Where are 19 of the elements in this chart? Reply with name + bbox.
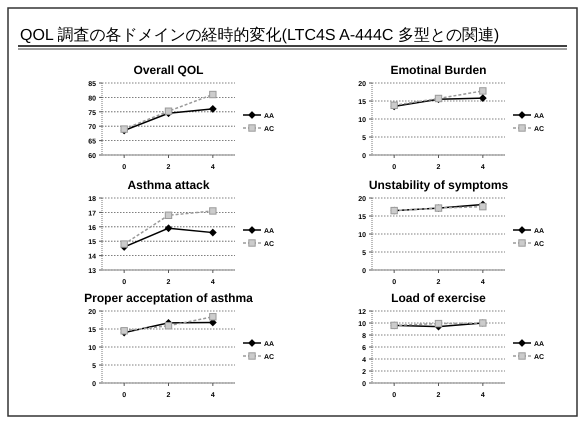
point <box>209 313 217 320</box>
point <box>164 212 172 219</box>
chart-title: Asthma attack <box>127 178 210 192</box>
chart-title: Load of exercise <box>391 291 486 305</box>
point <box>209 207 217 215</box>
point <box>479 87 487 95</box>
point <box>209 105 217 113</box>
point <box>209 228 217 236</box>
chart-title: Unstability of symptoms <box>368 178 508 192</box>
point <box>209 90 217 98</box>
point <box>479 94 487 102</box>
chart-title: Overall QOL <box>133 63 204 77</box>
chart-title: Emotinal Burden <box>390 63 487 77</box>
point <box>120 240 128 248</box>
text: QOL 調査の各ドメインの経時的変化(LTC4S A-444C 多型との関連) <box>20 26 500 44</box>
point <box>164 224 172 232</box>
point <box>164 108 172 115</box>
point <box>164 322 172 330</box>
chart-title: Proper acceptation of asthma <box>84 291 254 305</box>
